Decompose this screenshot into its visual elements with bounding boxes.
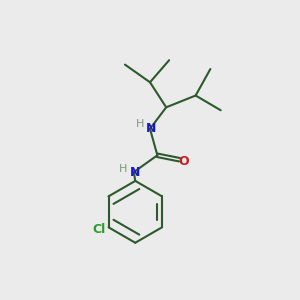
Text: O: O [178,155,189,168]
Text: H: H [118,164,127,173]
Text: Cl: Cl [92,223,106,236]
Text: H: H [136,119,144,129]
Text: N: N [130,166,140,178]
Text: N: N [146,122,157,135]
